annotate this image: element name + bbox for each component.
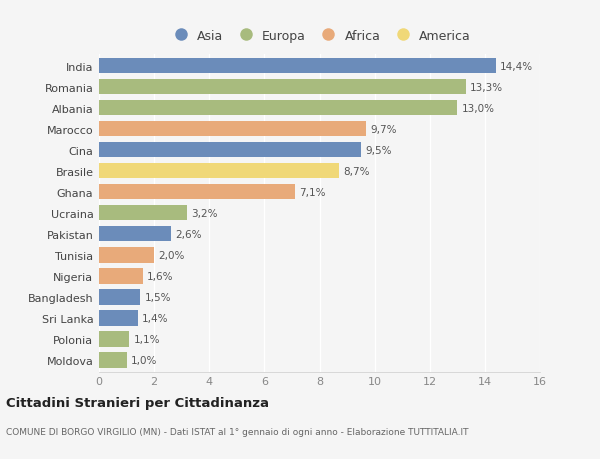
Bar	[99, 227, 170, 242]
Bar	[99, 269, 143, 284]
Text: 1,1%: 1,1%	[133, 334, 160, 344]
Text: 1,4%: 1,4%	[142, 313, 168, 323]
Bar	[99, 101, 457, 116]
Bar	[99, 311, 137, 326]
Bar	[99, 332, 130, 347]
Bar	[99, 185, 295, 200]
Text: 13,0%: 13,0%	[461, 104, 494, 113]
Text: 9,5%: 9,5%	[365, 146, 391, 156]
Text: 1,6%: 1,6%	[147, 271, 174, 281]
Legend: Asia, Europa, Africa, America: Asia, Europa, Africa, America	[168, 30, 471, 43]
Bar	[99, 164, 339, 179]
Bar	[99, 248, 154, 263]
Text: Cittadini Stranieri per Cittadinanza: Cittadini Stranieri per Cittadinanza	[6, 396, 269, 409]
Bar	[99, 59, 496, 74]
Text: 7,1%: 7,1%	[299, 187, 325, 197]
Bar	[99, 143, 361, 158]
Bar	[99, 206, 187, 221]
Text: 2,6%: 2,6%	[175, 230, 201, 240]
Bar	[99, 80, 466, 95]
Text: 1,5%: 1,5%	[145, 292, 171, 302]
Text: 9,7%: 9,7%	[370, 124, 397, 134]
Text: 13,3%: 13,3%	[470, 83, 503, 93]
Bar	[99, 353, 127, 368]
Text: 8,7%: 8,7%	[343, 167, 370, 176]
Text: 1,0%: 1,0%	[131, 355, 157, 365]
Bar	[99, 290, 140, 305]
Text: COMUNE DI BORGO VIRGILIO (MN) - Dati ISTAT al 1° gennaio di ogni anno - Elaboraz: COMUNE DI BORGO VIRGILIO (MN) - Dati IST…	[6, 427, 469, 436]
Text: 14,4%: 14,4%	[500, 62, 533, 72]
Text: 2,0%: 2,0%	[158, 251, 185, 260]
Text: 3,2%: 3,2%	[191, 208, 218, 218]
Bar	[99, 122, 367, 137]
